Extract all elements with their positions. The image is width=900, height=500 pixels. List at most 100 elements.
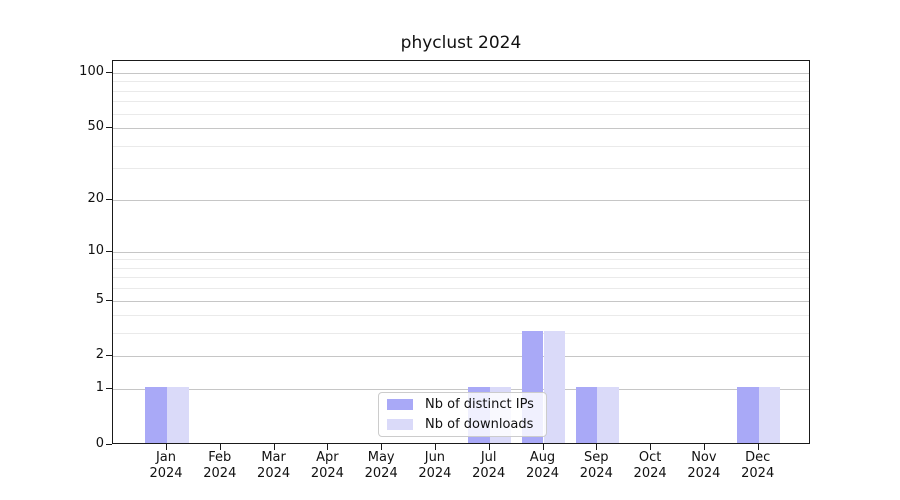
- x-tick-label: Oct 2024: [618, 450, 682, 482]
- y-tick-label: 20: [87, 190, 104, 206]
- gridline-minor: [113, 168, 809, 170]
- x-tick-label: Feb 2024: [188, 450, 252, 482]
- bar-downloads: [167, 387, 189, 443]
- x-tick-month: Apr: [316, 450, 339, 465]
- x-tick-month: Jun: [424, 450, 446, 465]
- x-tick-month: Aug: [529, 450, 556, 465]
- x-tick-mark: [166, 444, 167, 450]
- x-tick-month: Jul: [480, 450, 497, 465]
- x-tick-year: 2024: [525, 466, 560, 481]
- x-tick-month: Dec: [745, 450, 771, 465]
- bar-downloads: [597, 387, 619, 443]
- x-tick-year: 2024: [741, 466, 775, 481]
- x-tick-label: Dec 2024: [726, 450, 790, 482]
- legend: Nb of distinct IPs Nb of downloads: [378, 392, 547, 437]
- x-tick-label: Jan 2024: [134, 450, 198, 482]
- gridline-minor: [113, 90, 809, 92]
- gridline-minor: [113, 315, 809, 317]
- x-tick-label: May 2024: [349, 450, 413, 482]
- gridline-minor: [113, 288, 809, 290]
- x-tick-year: 2024: [633, 466, 667, 481]
- y-tick-mark: [106, 198, 112, 200]
- bar-distinct-ips: [145, 387, 167, 443]
- legend-label: Nb of distinct IPs: [425, 397, 534, 412]
- bar-distinct-ips: [737, 387, 759, 443]
- plot-area: [112, 60, 810, 444]
- bar-downloads: [758, 387, 781, 443]
- x-tick-month: Nov: [691, 450, 717, 465]
- x-tick-year: 2024: [203, 466, 237, 481]
- bar-downloads: [543, 331, 566, 443]
- gridline-minor: [113, 333, 809, 335]
- y-tick-mark: [106, 388, 112, 390]
- x-tick-mark: [757, 444, 759, 450]
- x-tick-label: Nov 2024: [672, 450, 736, 482]
- y-tick-label: 0: [95, 436, 104, 451]
- x-tick-year: 2024: [149, 466, 183, 481]
- x-tick-label: Sep 2024: [564, 450, 628, 482]
- gridline-minor: [113, 277, 809, 279]
- legend-swatch: [387, 399, 413, 410]
- x-tick-year: 2024: [687, 466, 721, 481]
- x-tick-mark: [434, 444, 436, 450]
- x-tick-year: 2024: [310, 466, 344, 481]
- y-tick-label: 100: [79, 63, 104, 79]
- gridline-major: [113, 356, 809, 358]
- y-tick-mark: [106, 299, 112, 301]
- x-tick-month: Sep: [584, 450, 609, 465]
- y-tick-label: 2: [95, 347, 104, 363]
- x-tick-mark: [381, 444, 383, 450]
- x-tick-month: Oct: [638, 450, 662, 465]
- y-tick-label: 5: [95, 291, 104, 307]
- y-tick-label: 10: [87, 242, 104, 258]
- gridline-major: [113, 199, 809, 201]
- y-tick-label: 1: [95, 380, 104, 396]
- x-tick-mark: [703, 444, 705, 450]
- gridline-minor: [113, 267, 809, 269]
- y-tick-mark: [106, 126, 112, 128]
- y-tick-mark: [106, 71, 112, 73]
- y-tick-mark: [106, 355, 112, 357]
- y-tick-mark: [106, 250, 112, 252]
- legend-swatch: [387, 419, 413, 430]
- x-tick-label: Jul 2024: [457, 450, 521, 482]
- gridline-minor: [113, 259, 809, 261]
- x-tick-month: Mar: [261, 450, 286, 465]
- gridline-minor: [113, 81, 809, 83]
- gridline-major: [113, 251, 809, 253]
- x-tick-mark: [273, 444, 275, 450]
- gridline-major: [113, 127, 809, 129]
- x-tick-month: Feb: [208, 450, 232, 465]
- x-tick-month: May: [367, 450, 395, 465]
- x-tick-mark: [596, 444, 598, 450]
- legend-label: Nb of downloads: [425, 417, 534, 432]
- y-tick-label: 50: [87, 118, 104, 134]
- gridline-major: [113, 300, 809, 302]
- gridline-minor: [113, 145, 809, 147]
- x-tick-mark: [488, 444, 490, 450]
- x-tick-year: 2024: [472, 466, 506, 481]
- bar-distinct-ips: [575, 387, 598, 443]
- x-tick-label: Jun 2024: [403, 450, 467, 482]
- x-tick-year: 2024: [418, 466, 452, 481]
- x-tick-mark: [219, 444, 221, 450]
- gridline-minor: [113, 113, 809, 115]
- x-tick-mark: [542, 444, 544, 450]
- legend-row: Nb of distinct IPs: [387, 395, 546, 415]
- x-tick-year: 2024: [257, 466, 291, 481]
- x-tick-label: Mar 2024: [242, 450, 306, 482]
- x-tick-year: 2024: [579, 466, 613, 481]
- legend-row: Nb of downloads: [387, 415, 546, 435]
- x-tick-year: 2024: [364, 466, 398, 481]
- x-tick-mark: [327, 444, 329, 450]
- y-tick-mark: [106, 444, 112, 445]
- gridline-major: [113, 72, 809, 74]
- x-tick-label: Apr 2024: [295, 450, 359, 482]
- gridline-major: [113, 389, 809, 391]
- x-tick-label: Aug 2024: [511, 450, 575, 482]
- chart-title: phyclust 2024: [400, 33, 522, 53]
- gridline-minor: [113, 101, 809, 103]
- x-tick-month: Jan: [155, 450, 177, 465]
- x-tick-mark: [650, 444, 652, 450]
